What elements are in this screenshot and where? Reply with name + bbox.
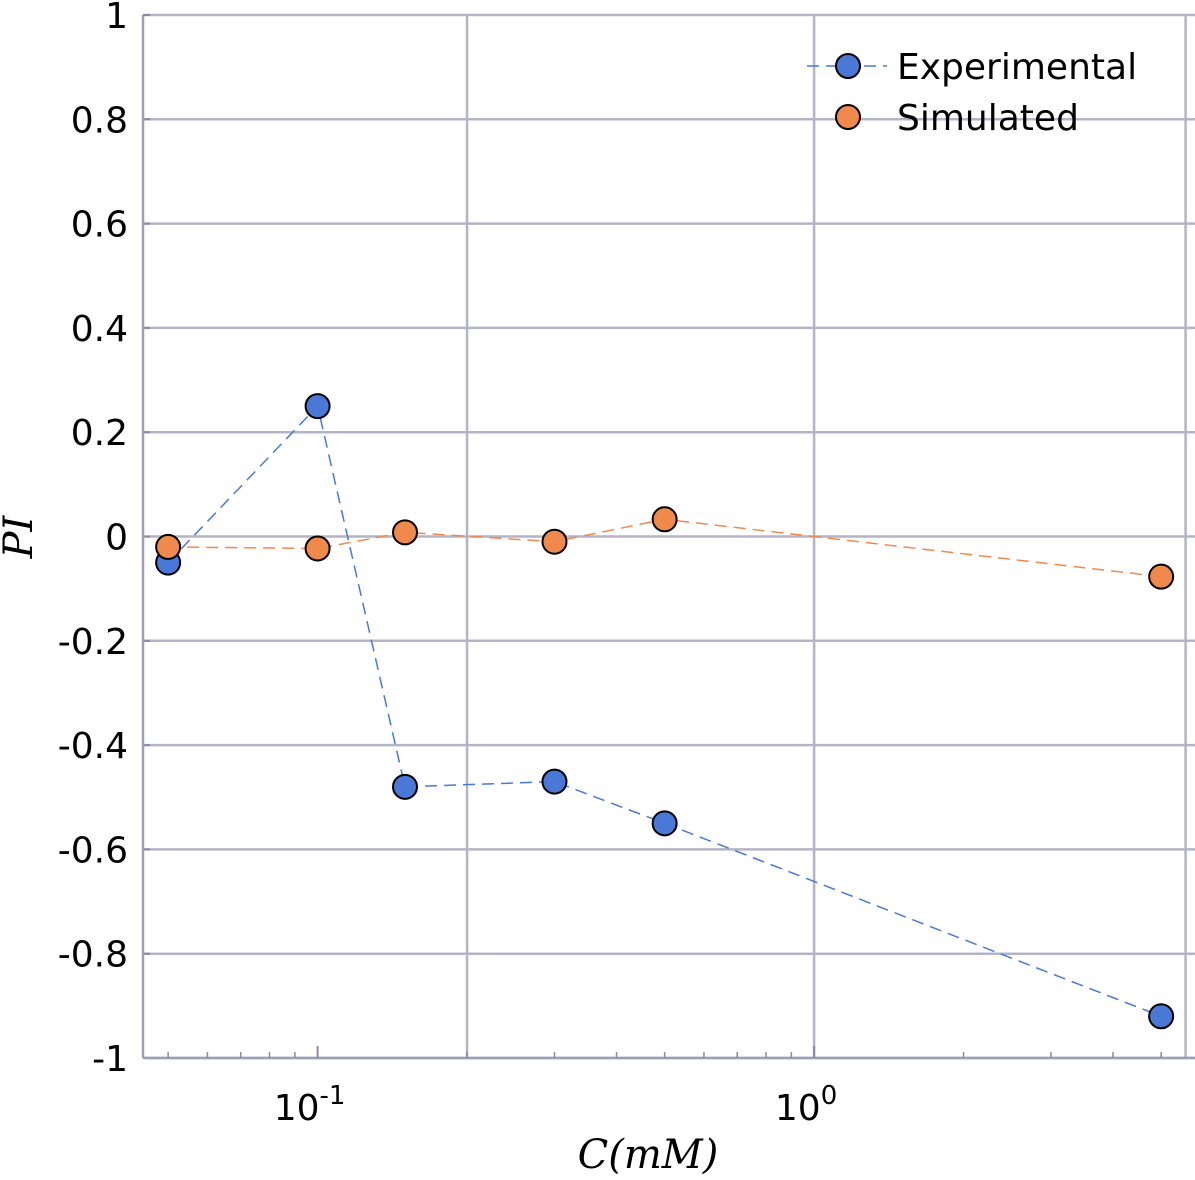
y-tick-label: -0.4 (58, 726, 128, 767)
y-axis-label: PI (0, 514, 42, 559)
y-tick-label: -1 (92, 1039, 128, 1080)
data-point-experimental (392, 773, 419, 800)
x-tick-exponent: 0 (821, 1081, 838, 1111)
x-axis-label: C(mM) (578, 1132, 719, 1178)
data-point-simulated (392, 519, 419, 546)
legend-label: Experimental (897, 47, 1137, 88)
legend: Experimental Simulated (807, 47, 1137, 139)
y-tick-label: -0.2 (58, 622, 128, 663)
x-tick-label: 100 (775, 1081, 837, 1129)
y-tick-label: 0 (105, 518, 128, 559)
y-tick-label: 0.8 (71, 100, 128, 141)
data-point-simulated (541, 528, 568, 555)
data-point-experimental (304, 393, 331, 420)
series (155, 393, 1175, 1030)
data-point-simulated (304, 535, 331, 562)
legend-marker (835, 104, 861, 130)
x-tick-label: 10-1 (274, 1081, 346, 1129)
y-tick-label: 0.4 (71, 309, 128, 350)
data-point-experimental (541, 768, 568, 795)
axes (141, 14, 1195, 1060)
series-line-experimental (167, 404, 1162, 1017)
x-tick-exponent: -1 (320, 1081, 346, 1111)
series-line-simulated (168, 518, 1162, 578)
legend-label: Simulated (897, 98, 1079, 139)
data-point-simulated (1148, 563, 1175, 590)
legend-marker (835, 53, 861, 79)
data-point-experimental (1148, 1003, 1175, 1030)
grid (143, 13, 1195, 1060)
data-point-simulated (651, 506, 678, 533)
data-point-simulated (155, 533, 182, 560)
y-tick-label: -0.8 (58, 935, 128, 976)
y-tick-label: 0.6 (71, 205, 128, 246)
y-tick-label: 0.2 (71, 413, 128, 454)
tick-labels: 10.80.60.40.20-0.2-0.4-0.6-0.8-110-1 100 (58, 0, 838, 1129)
x-tick-base: 10 (274, 1088, 320, 1129)
y-tick-label: 1 (105, 0, 128, 37)
data-point-experimental (651, 810, 678, 837)
y-tick-label: -0.6 (58, 830, 128, 871)
x-tick-base: 10 (775, 1088, 821, 1129)
